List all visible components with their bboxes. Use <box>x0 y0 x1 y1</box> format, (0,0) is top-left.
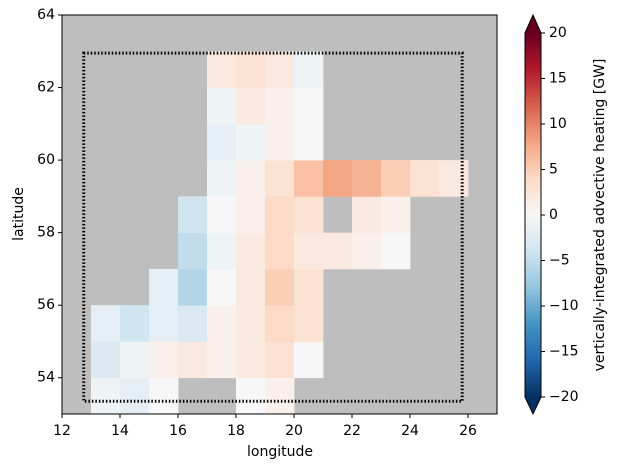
plot-frame <box>61 14 498 415</box>
heat-cell <box>265 196 295 234</box>
colorbar-tick-label: 20 <box>549 25 567 41</box>
colorbar-label: vertically-integrated advective heating … <box>592 59 608 372</box>
colorbar-extend-bottom <box>525 397 541 414</box>
heat-cell <box>178 232 208 270</box>
heat-cell <box>294 160 324 197</box>
y-tick-label: 60 <box>37 152 55 168</box>
heat-cell <box>236 123 266 161</box>
heat-cell <box>294 51 324 88</box>
heat-cell <box>207 305 237 342</box>
heat-cell <box>236 51 266 88</box>
heat-cell <box>294 123 324 161</box>
x-tick-label: 12 <box>53 423 71 439</box>
heat-cell <box>410 160 440 197</box>
heat-cell <box>294 305 324 342</box>
heat-cell <box>207 160 237 197</box>
heat-cell <box>149 305 179 342</box>
heat-cell <box>381 232 411 270</box>
y-tick-label: 62 <box>37 80 55 96</box>
colorbar-tick-label: −10 <box>549 298 579 314</box>
heat-cell <box>323 232 353 270</box>
x-tick-label: 20 <box>285 423 303 439</box>
heat-cell <box>91 341 121 379</box>
heat-cell <box>294 196 324 234</box>
heat-cell <box>178 341 208 379</box>
heat-cell <box>236 341 266 379</box>
colorbar-tick-label: 15 <box>549 71 567 87</box>
heat-cell <box>207 51 237 88</box>
heat-cell <box>352 196 382 234</box>
heat-cell <box>265 305 295 342</box>
colorbar-tick-label: −15 <box>549 344 579 360</box>
region-box <box>82 51 464 403</box>
heat-cell <box>178 196 208 234</box>
x-tick-label: 26 <box>459 423 477 439</box>
heat-cell <box>120 305 150 342</box>
heat-cell <box>207 232 237 270</box>
x-axis-label: longitude <box>247 444 313 460</box>
heat-cell <box>265 160 295 197</box>
heat-cell <box>265 377 295 415</box>
x-tick-label: 16 <box>169 423 187 439</box>
colorbar-tick-label: −20 <box>549 389 579 405</box>
heat-cell <box>294 268 324 306</box>
heat-cell <box>236 305 266 342</box>
heat-cell <box>265 123 295 161</box>
heat-cell <box>294 341 324 379</box>
heat-cell <box>207 87 237 125</box>
heat-cell <box>352 232 382 270</box>
heat-cell <box>178 305 208 342</box>
heat-cell <box>149 377 179 415</box>
y-axis-label: latitude <box>11 187 27 241</box>
heat-cell <box>236 160 266 197</box>
heat-cell <box>265 268 295 306</box>
heat-cell <box>294 87 324 125</box>
colorbar-extend-top <box>525 15 541 33</box>
heat-cell <box>120 377 150 415</box>
colorbar-tick-label: 0 <box>549 207 558 223</box>
x-tick-label: 24 <box>401 423 419 439</box>
heat-cell <box>265 87 295 125</box>
y-tick-label: 64 <box>37 7 55 23</box>
heat-cell <box>381 196 411 234</box>
colorbar-tick-label: 10 <box>549 116 567 132</box>
heat-cell <box>149 268 179 306</box>
heat-cell <box>91 377 121 415</box>
heat-cell <box>323 160 353 197</box>
y-tick-label: 56 <box>37 297 55 313</box>
y-tick-label: 54 <box>37 370 55 386</box>
heat-cell <box>236 268 266 306</box>
x-tick-label: 22 <box>343 423 361 439</box>
heat-cell <box>178 268 208 306</box>
heat-cell <box>381 160 411 197</box>
y-tick-label: 58 <box>37 225 55 241</box>
heat-cell <box>207 341 237 379</box>
heat-cell <box>236 232 266 270</box>
heat-cell <box>265 232 295 270</box>
heat-cell <box>207 268 237 306</box>
colorbar <box>525 33 541 397</box>
heat-cell <box>236 377 266 415</box>
colorbar-tick-label: −5 <box>549 253 570 269</box>
x-tick-label: 18 <box>227 423 245 439</box>
heat-cell <box>294 232 324 270</box>
heat-cell <box>265 341 295 379</box>
heat-cell <box>91 305 121 342</box>
heat-cell <box>265 51 295 88</box>
heat-cell <box>207 123 237 161</box>
heat-cell <box>120 341 150 379</box>
heat-cell <box>236 87 266 125</box>
heat-cell <box>352 160 382 197</box>
x-tick-label: 14 <box>111 423 129 439</box>
colorbar-tick-label: 5 <box>549 162 558 178</box>
heat-cell <box>439 160 469 197</box>
heat-cell <box>236 196 266 234</box>
heat-cell <box>149 341 179 379</box>
heat-cell <box>207 196 237 234</box>
